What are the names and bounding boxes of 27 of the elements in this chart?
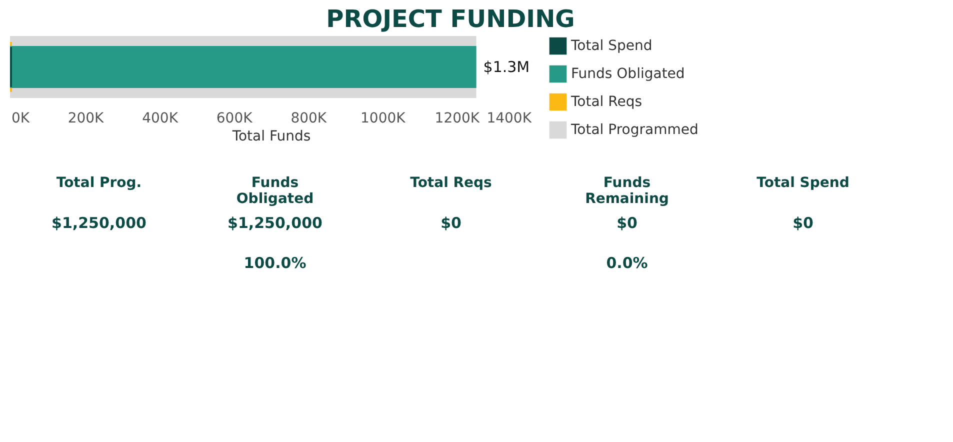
legend-label: Total Programmed [570, 122, 698, 138]
x-tick-label: 600K [216, 110, 254, 126]
data-label: $1,250,000 [228, 214, 322, 232]
x-axis-title: Total Funds [231, 128, 311, 144]
data-label: $0 [440, 214, 462, 232]
legend-label: Total Spend [570, 38, 652, 54]
category-label: Total Spend [756, 175, 850, 191]
data-label: $0 [616, 214, 638, 232]
x-tick-label: 1200K [434, 110, 480, 126]
data-label: 100.0% [244, 254, 306, 272]
data-label: $0 [792, 214, 814, 232]
x-tick-label: 200K [68, 110, 105, 126]
legend-label: Total Reqs [570, 94, 642, 110]
x-tick-label: 1000K [360, 110, 406, 126]
category-label: Total Prog. [56, 175, 142, 191]
data-label: $1.3M [483, 58, 530, 76]
x-tick-label: 800K [290, 110, 328, 126]
category-label: Funds Remaining [585, 175, 669, 207]
data-label: $1,250,000 [52, 214, 146, 232]
category-label: Total Reqs [410, 175, 492, 191]
chart-title: PROJECT FUNDING [326, 5, 575, 33]
x-tick-label: 1400K [486, 110, 532, 126]
legend-label: Funds Obligated [571, 66, 685, 82]
x-tick-label: 0K [12, 110, 30, 126]
data-label: 0.0% [606, 254, 648, 272]
category-label: Funds Obligated [236, 175, 314, 207]
x-tick-label: 400K [142, 110, 179, 126]
